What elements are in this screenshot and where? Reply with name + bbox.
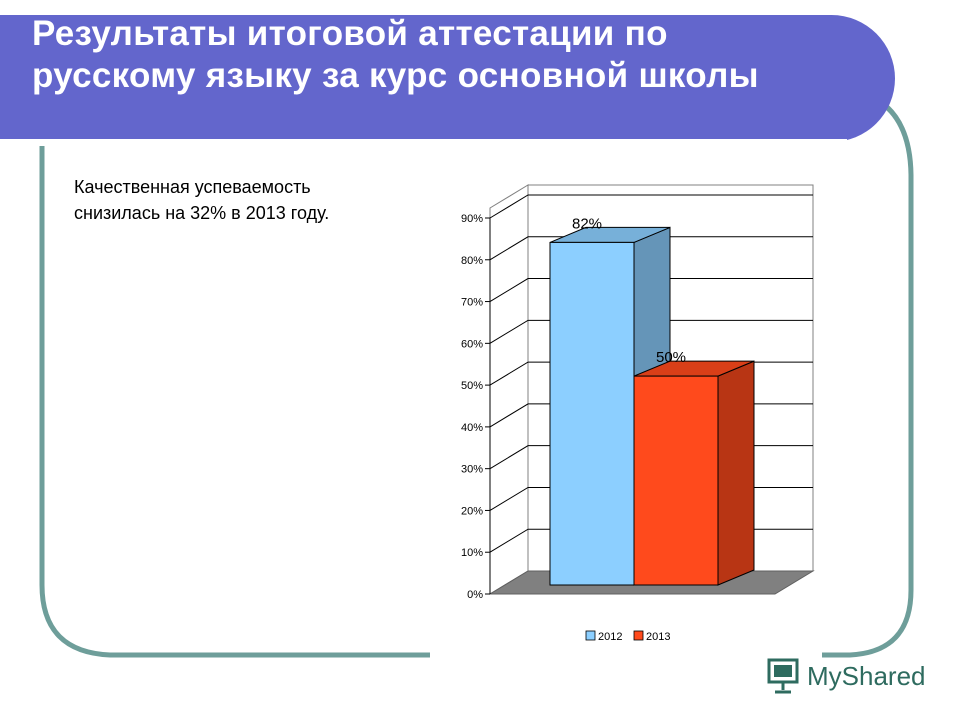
watermark: MyShared: [767, 658, 926, 694]
y-tick-label: 20%: [461, 505, 483, 517]
data-label: 82%: [572, 215, 602, 232]
legend-entry: 2012: [598, 631, 622, 643]
y-tick-label: 10%: [461, 547, 483, 559]
y-tick-label: 80%: [461, 255, 483, 267]
bar-2013: [633, 360, 755, 586]
slide-title: Результаты итоговой аттестации по русско…: [32, 14, 759, 95]
legend-entry: 2013: [646, 631, 670, 643]
y-tick-label: 40%: [461, 422, 483, 434]
y-tick-label: 60%: [461, 338, 483, 350]
presentation-board-icon: [767, 658, 799, 694]
y-tick-label: 50%: [461, 380, 483, 392]
title-underline: [0, 139, 847, 146]
y-tick-label: 30%: [461, 464, 483, 476]
legend-swatch: [633, 630, 644, 641]
gridline: [489, 278, 813, 302]
y-tick-label: 70%: [461, 297, 483, 309]
gridline: [489, 319, 813, 344]
bar-front: [633, 375, 719, 586]
y-tick-label: 90%: [461, 213, 483, 225]
watermark-text: MyShared: [807, 661, 926, 691]
data-label: 50%: [656, 349, 686, 366]
summary-text: Качественная успеваемость снизилась на 3…: [74, 177, 330, 223]
legend-swatch: [585, 630, 596, 641]
title-banner: Результаты итоговой аттестации по русско…: [0, 14, 895, 146]
bar-side: [717, 360, 755, 586]
gridline: [489, 236, 813, 261]
gridline: [489, 194, 813, 219]
bar-front: [549, 241, 635, 586]
y-tick-label: 0%: [467, 589, 483, 601]
